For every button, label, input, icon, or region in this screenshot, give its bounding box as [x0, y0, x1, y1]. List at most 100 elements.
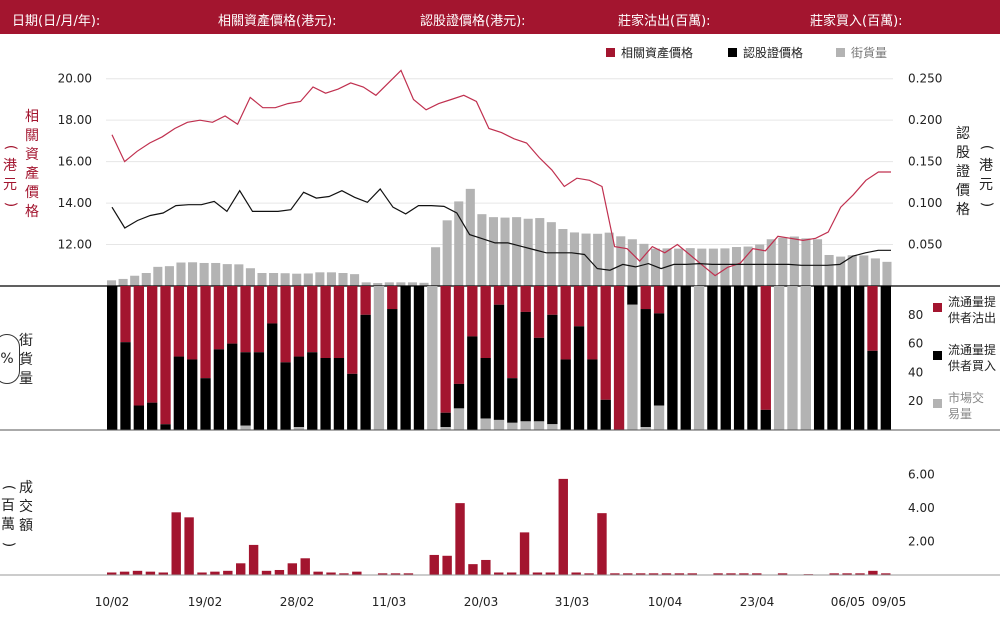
turnover-bar	[261, 570, 272, 575]
share-bar-buy	[827, 286, 838, 430]
turnover-bar	[455, 503, 465, 575]
turnover-bar	[519, 532, 530, 575]
share-bar-sell	[467, 286, 478, 337]
share-bar-buy	[880, 286, 891, 430]
outstanding-bar	[199, 262, 209, 286]
turnover-bar	[726, 573, 736, 575]
turnover-bar	[390, 573, 401, 575]
legend-outstanding[interactable]: 街貨量	[836, 44, 887, 61]
share-bar-sell	[240, 286, 251, 353]
share-bar-buy	[213, 349, 225, 430]
outstanding-bar	[396, 282, 406, 286]
turnover-bar	[842, 573, 852, 575]
share-tick-label: 40	[908, 365, 923, 379]
share-bar-sell	[213, 286, 225, 350]
turnover-bar	[739, 573, 749, 575]
share-bar-market	[547, 424, 558, 430]
share-bar-buy	[333, 358, 345, 430]
share-bar-sell	[587, 286, 598, 360]
outstanding-bar	[269, 273, 279, 286]
outstanding-axis-unit: %	[0, 334, 20, 384]
share-bar-sell	[133, 286, 145, 406]
x-tick-label: 09/05	[872, 595, 907, 609]
share-tick-label: 60	[908, 337, 923, 351]
outstanding-bar	[581, 233, 591, 286]
outstanding-bar	[604, 232, 614, 286]
outstanding-bar	[419, 282, 429, 286]
share-bar-sell	[547, 286, 558, 315]
outstanding-bar	[708, 248, 718, 286]
share-bar-market	[373, 286, 385, 430]
left-tick-label: 12.00	[58, 238, 92, 252]
outstanding-bar	[303, 273, 313, 286]
share-bar-buy	[440, 412, 451, 428]
outstanding-bar	[778, 237, 788, 286]
turnover-bar	[545, 572, 556, 575]
outstanding-bar	[245, 268, 255, 286]
share-bar-sell	[507, 286, 518, 379]
x-tick-label: 10/04	[648, 595, 683, 609]
turnover-bar	[481, 559, 491, 575]
share-bar-buy	[587, 359, 598, 430]
share-bar-market	[293, 427, 305, 430]
x-tick-label: 31/03	[555, 595, 590, 609]
share-bar-buy	[733, 286, 745, 430]
turnover-unit-open-paren: (	[0, 484, 17, 491]
legend-warrant[interactable]: 認股證價格	[728, 44, 803, 61]
warrant-price-line	[111, 188, 891, 271]
share-bar-sell	[267, 286, 278, 324]
right-tick-label: 0.100	[908, 196, 942, 210]
x-tick-label: 19/02	[188, 595, 223, 609]
share-bar-sell	[187, 286, 198, 360]
turnover-tick-label: 6.00	[908, 468, 935, 482]
turnover-bar	[532, 572, 543, 575]
share-bar-sell	[640, 286, 651, 310]
turnover-tick-label: 2.00	[908, 535, 935, 549]
outstanding-bar	[431, 247, 441, 286]
share-bar-market	[507, 422, 518, 430]
share-bar-buy	[267, 323, 278, 430]
outstanding-bar	[211, 262, 221, 286]
turnover-bar	[571, 572, 581, 575]
left-tick-label: 16.00	[58, 155, 92, 169]
share-bar-buy	[253, 352, 265, 430]
share-bar-sell	[320, 286, 331, 358]
outstanding-bar	[234, 264, 244, 286]
outstanding-bar	[292, 273, 302, 286]
share-bar-sell	[533, 286, 545, 338]
header-warrant-price-label: 認股證價格(港元):	[420, 14, 526, 29]
outstanding-bar	[674, 248, 684, 286]
outstanding-bar	[361, 282, 371, 286]
share-bar-sell	[387, 286, 398, 310]
right-tick-label: 0.250	[908, 72, 942, 86]
share-bar-buy	[813, 286, 825, 430]
left-axis-title: 相關資產價格	[25, 109, 39, 220]
legend-asset[interactable]: 相關資產價格	[606, 44, 693, 61]
share-bar-sell	[200, 286, 211, 379]
share-bar-sell	[253, 286, 265, 353]
share-bar-buy	[533, 337, 545, 422]
share-bar-market	[533, 421, 545, 430]
share-bar-buy	[413, 286, 425, 430]
share-bar-buy	[347, 373, 358, 430]
outstanding-axis-title: 街貨量	[19, 333, 33, 387]
share-bar-market	[640, 427, 651, 430]
legend-sell-swatch	[933, 303, 942, 312]
share-bar-buy	[653, 313, 665, 406]
outstanding-bar	[627, 239, 637, 286]
outstanding-bar	[824, 254, 834, 286]
header-mm-buy-label: 莊家買入(百萬):	[810, 14, 903, 29]
turnover-bar	[442, 555, 452, 575]
share-bar-buy	[280, 362, 291, 430]
outstanding-bar	[859, 255, 869, 286]
share-bar-sell	[360, 286, 371, 315]
outstanding-bar	[523, 218, 533, 286]
share-bar-buy	[560, 359, 571, 430]
share-bar-buy	[507, 378, 518, 423]
share-bar-buy	[453, 383, 465, 409]
turnover-bar	[287, 563, 298, 575]
share-bar-sell	[573, 286, 585, 327]
right-unit-close-paren: )	[978, 201, 995, 208]
left-axis-unit: ( 港元 )	[2, 138, 19, 214]
share-bar-sell	[613, 286, 625, 430]
